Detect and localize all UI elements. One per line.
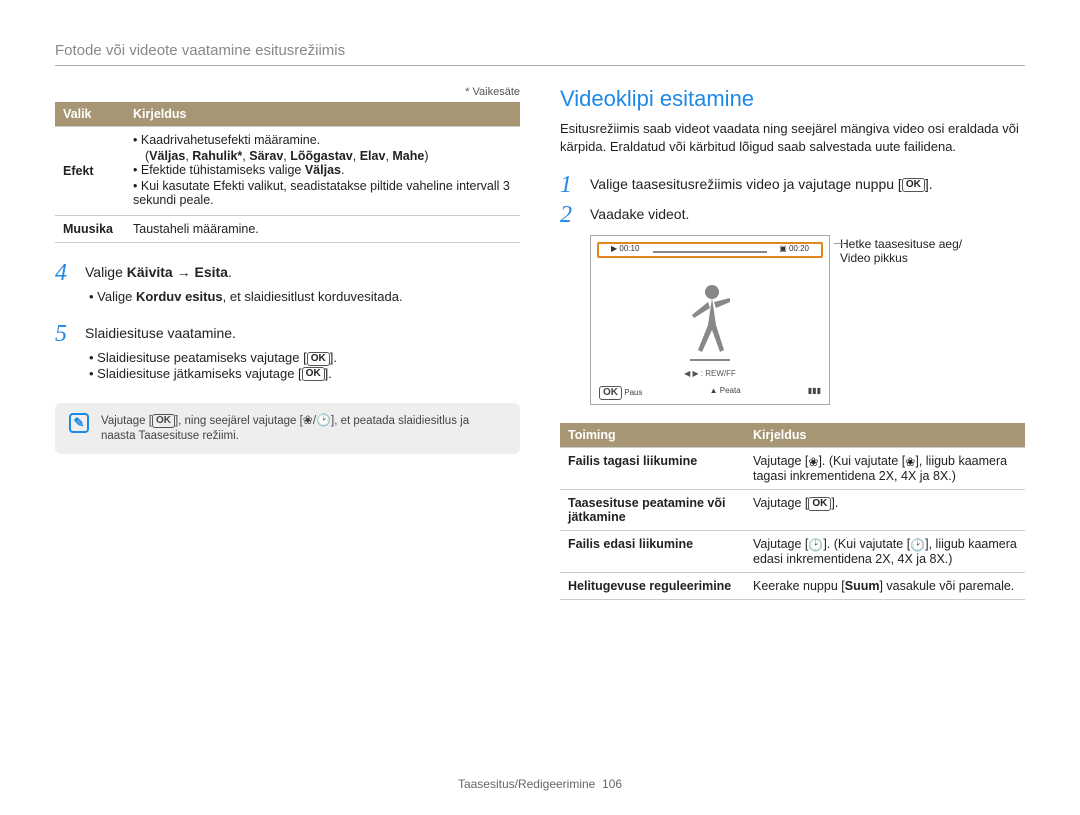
progress-line: [653, 251, 767, 253]
actions-table: Toiming Kirjeldus Failis tagasi liikumin…: [560, 423, 1025, 599]
default-note: * Vaikesäte: [55, 86, 520, 98]
skater-icon: [680, 280, 740, 370]
video-figure: [591, 276, 829, 374]
step-num-2: 2: [560, 203, 580, 227]
table-row: Taasesituse peatamine või jätkamine Vaju…: [560, 489, 1025, 530]
table-row: Failis tagasi liikumine Vajutage [❀]. (K…: [560, 448, 1025, 490]
step5-sub-2: Slaidiesituse jätkamiseks vajutage [OK].: [89, 366, 520, 382]
right-column: Videoklipi esitamine Esitusrežiimis saab…: [560, 86, 1025, 600]
media-area: ▶ 00:10 ▣ 00:20: [590, 235, 1025, 405]
time-current: ▶ 00:10: [611, 244, 639, 253]
table-row: Helitugevuse reguleerimine Keerake nuppu…: [560, 572, 1025, 599]
time-total: ▣ 00:20: [779, 244, 809, 253]
step4-sub: Valige Korduv esitus, et slaidiesitlust …: [89, 289, 520, 304]
step-text-5: Slaidiesituse vaatamine.: [85, 322, 236, 341]
action-desc-2: Vajutage [OK].: [745, 489, 1025, 530]
video-player-mock: ▶ 00:10 ▣ 00:20: [590, 235, 830, 405]
action-label-2: Taasesituse peatamine või jätkamine: [560, 489, 745, 530]
note-text: Vajutage [OK], ning seejärel vajutage [❀…: [101, 413, 506, 444]
action-label-4: Helitugevuse reguleerimine: [560, 572, 745, 599]
action-desc-3: Vajutage [🕑]. (Kui vajutate [🕑], liigub …: [745, 530, 1025, 572]
step5-sub-1: Slaidiesituse peatamiseks vajutage [OK].: [89, 350, 520, 366]
note-icon: ✎: [69, 413, 89, 433]
row-label-efekt: Efekt: [55, 127, 125, 216]
step-4: 4 Valige Käivita → Esita.: [55, 261, 520, 285]
step-text-2: Vaadake videot.: [590, 203, 689, 222]
th-valik: Valik: [55, 102, 125, 127]
action-label-1: Failis tagasi liikumine: [560, 448, 745, 490]
action-desc-1: Vajutage [❀]. (Kui vajutate [❀], liigub …: [745, 448, 1025, 490]
action-label-3: Failis edasi liikumine: [560, 530, 745, 572]
step-text-4: Valige Käivita → Esita.: [85, 261, 232, 280]
page-footer: Taasesitus/Redigeerimine 106: [0, 777, 1080, 791]
table-row: Failis edasi liikumine Vajutage [🕑]. (Ku…: [560, 530, 1025, 572]
options-table: Valik Kirjeldus Efekt Kaadrivahetusefekt…: [55, 102, 520, 243]
row-label-muusika: Muusika: [55, 216, 125, 243]
action-desc-4: Keerake nuppu [Suum] vasakule või parema…: [745, 572, 1025, 599]
rewff-label: ◀ ▶ : REW/FF: [591, 369, 829, 378]
th-toiming: Toiming: [560, 423, 745, 448]
media-caption: Hetke taasesituse aeg/Video pikkus: [840, 235, 1025, 265]
battery-icon: ▮▮▮: [808, 386, 821, 400]
table-row: Muusika Taustaheli määramine.: [55, 216, 520, 243]
table-row: Efekt Kaadrivahetusefekti määramine. (Vä…: [55, 127, 520, 216]
step-text-1: Valige taasesitusrežiimis video ja vajut…: [590, 173, 933, 192]
page-header: Fotode või videote vaatamine esitusrežii…: [55, 42, 1025, 66]
paus-label: OK Paus: [599, 386, 642, 400]
step-num-1: 1: [560, 173, 580, 197]
left-column: * Vaikesäte Valik Kirjeldus Efekt Kaadri…: [55, 86, 520, 600]
note-box: ✎ Vajutage [OK], ning seejärel vajutage …: [55, 403, 520, 454]
th-kirjeldus: Kirjeldus: [125, 102, 520, 127]
step-2: 2 Vaadake videot.: [560, 203, 1025, 227]
step-num-5: 5: [55, 322, 75, 346]
row-desc-efekt: Kaadrivahetusefekti määramine. (Väljas, …: [125, 127, 520, 216]
section-title: Videoklipi esitamine: [560, 86, 1025, 112]
step-num-4: 4: [55, 261, 75, 285]
peata-label: ▲ Peata: [710, 386, 741, 400]
section-intro: Esitusrežiimis saab videot vaadata ning …: [560, 120, 1025, 155]
th-kirjeldus-2: Kirjeldus: [745, 423, 1025, 448]
row-desc-muusika: Taustaheli määramine.: [125, 216, 520, 243]
step-5: 5 Slaidiesituse vaatamine.: [55, 322, 520, 346]
step-1: 1 Valige taasesitusrežiimis video ja vaj…: [560, 173, 1025, 197]
